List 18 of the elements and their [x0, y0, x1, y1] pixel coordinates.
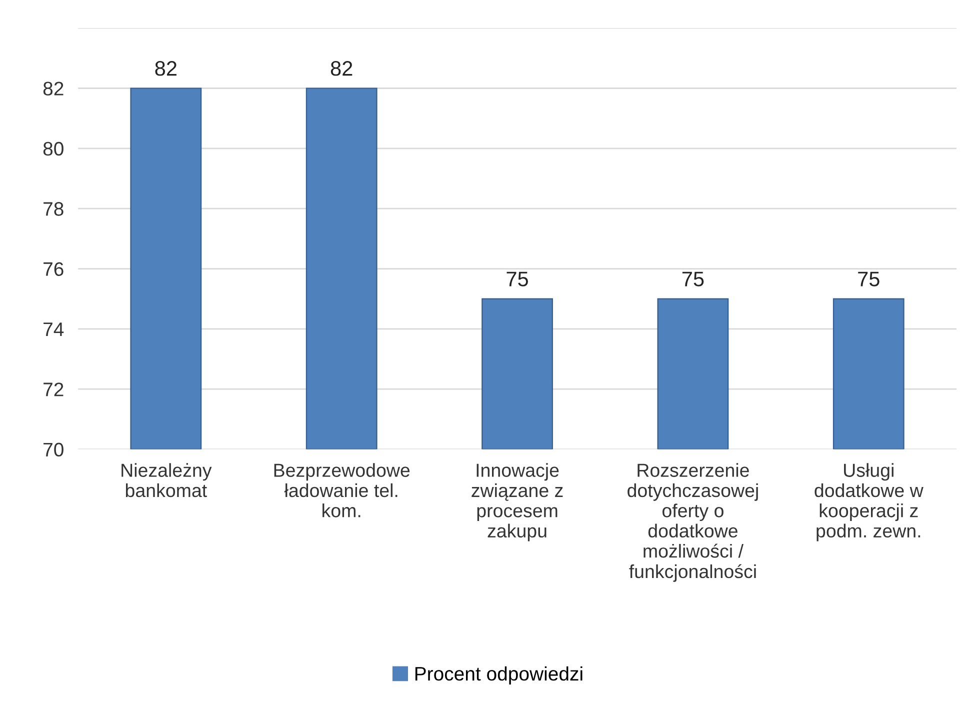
y-tick-label: 72	[44, 382, 64, 396]
data-label: 75	[506, 272, 528, 286]
x-tick-label: Bezprzewodowe ładowanie tel. kom.	[274, 463, 410, 518]
x-tick-label: Usługi dodatkowe w kooperacji z podm. zewn.	[814, 463, 924, 542]
data-label: 75	[682, 272, 704, 286]
x-tick-label: Innowacje związane z procesem zakupu	[472, 463, 563, 542]
data-label: 82	[155, 61, 176, 76]
y-tick-label: 76	[44, 262, 64, 276]
y-tick-label: 70	[44, 442, 64, 457]
x-tick-label: Niezależny bankomat	[122, 463, 212, 498]
x-tick-label: Rozszerzenie dotychczasowej oferty o dodatkowe możliwości / funkcjonalności	[628, 463, 758, 582]
data-label: 75	[858, 272, 880, 286]
data-label: 82	[330, 61, 352, 76]
y-tick-label: 82	[43, 82, 64, 96]
y-tick-label: 78	[44, 202, 64, 216]
y-tick-label: 80	[43, 142, 64, 156]
y-tick-label: 74	[44, 322, 64, 336]
legend-label: Procent odpowiedzi	[415, 666, 582, 684]
